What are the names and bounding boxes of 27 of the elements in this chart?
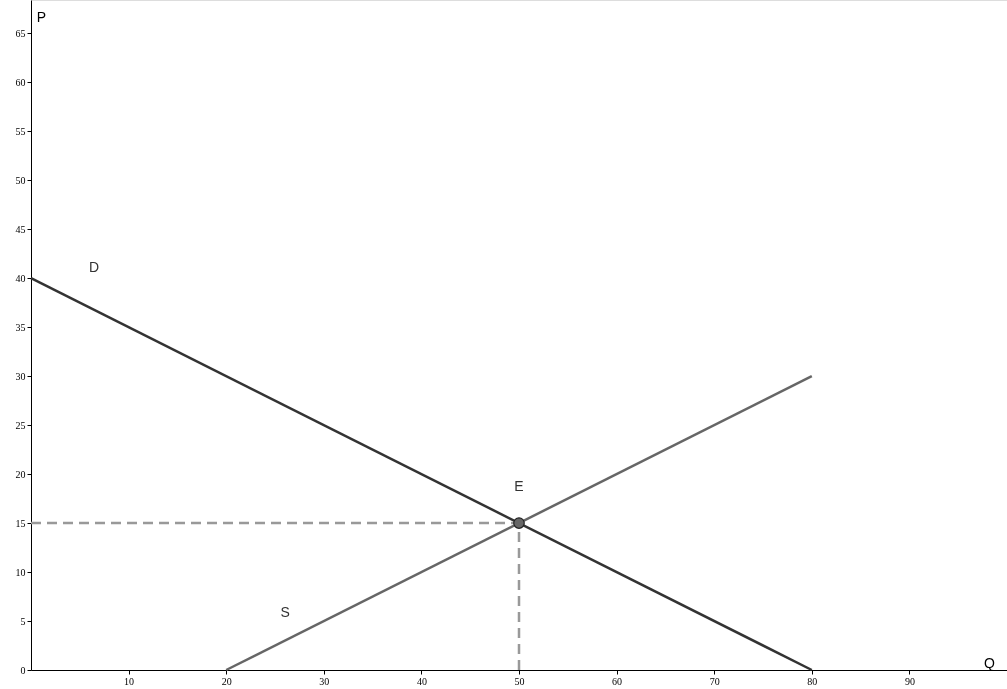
x-tick-label: 10 [124, 675, 135, 687]
x-tick-label: 30 [319, 675, 330, 687]
y-tick-label: 55 [15, 125, 26, 137]
x-tick-label: 50 [514, 675, 525, 687]
y-tick-label: 50 [15, 174, 26, 186]
x-tick-label: 20 [221, 675, 232, 687]
x-tick-label: 60 [612, 675, 623, 687]
x-tick-label: 90 [904, 675, 915, 687]
y-tick-label: 45 [15, 223, 26, 235]
x-tick-label: 80 [807, 675, 818, 687]
y-tick-label: 60 [15, 76, 26, 88]
y-tick-label: 10 [15, 566, 26, 578]
x-tick-label: 70 [709, 675, 720, 687]
y-tick-label: 65 [15, 27, 26, 39]
y-tick-label: 30 [15, 370, 26, 382]
y-tick-label: 25 [15, 419, 26, 431]
y-tick-label: 20 [15, 468, 26, 480]
text: D [88, 259, 100, 276]
series-label: S [280, 604, 290, 620]
y-tick-label: 40 [15, 272, 26, 284]
x-tick-label: 40 [416, 675, 427, 687]
y-tick-label: 5 [20, 615, 26, 627]
y-tick-label: 0 [20, 664, 26, 676]
series-label: E [514, 478, 524, 495]
y-tick-label: 35 [15, 321, 26, 333]
y-axis-title: P [36, 8, 47, 25]
y-tick-label: 15 [15, 517, 26, 529]
